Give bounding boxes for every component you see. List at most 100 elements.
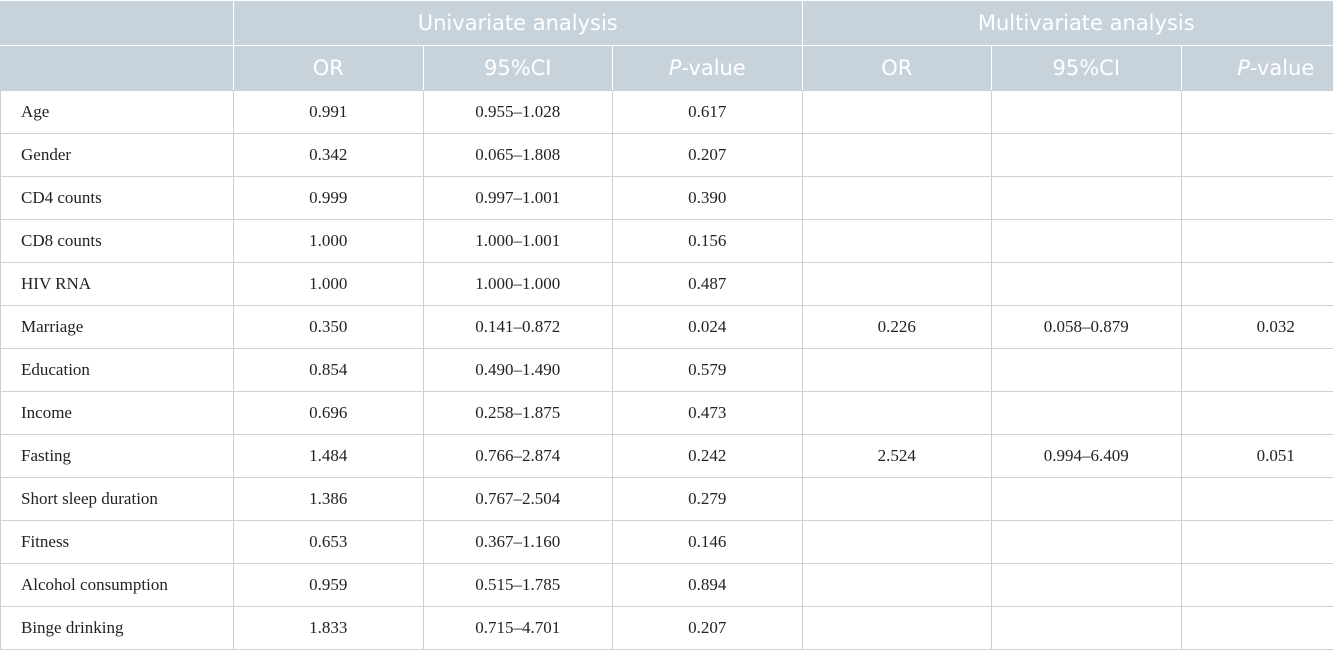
empty-cell (1181, 478, 1333, 521)
cell: 0.696 (234, 392, 424, 435)
empty-cell (992, 564, 1182, 607)
empty-cell (802, 564, 992, 607)
row-label: Age (1, 91, 234, 134)
cell: 0.991 (234, 91, 424, 134)
column-header: P-value (1181, 46, 1333, 91)
cell: 0.390 (613, 177, 803, 220)
column-header: P-value (613, 46, 803, 91)
cell: 0.058–0.879 (992, 306, 1182, 349)
row-label: Income (1, 392, 234, 435)
cell: 0.146 (613, 521, 803, 564)
row-label: Alcohol consumption (1, 564, 234, 607)
cell: 0.242 (613, 435, 803, 478)
cell: 1.000 (234, 220, 424, 263)
cell: 2.524 (802, 435, 992, 478)
empty-cell (992, 220, 1182, 263)
cell: 0.894 (613, 564, 803, 607)
cell: 0.515–1.785 (423, 564, 613, 607)
empty-cell (1181, 263, 1333, 306)
cell: 1.833 (234, 607, 424, 650)
empty-cell (802, 177, 992, 220)
empty-cell (802, 134, 992, 177)
cell: 1.000–1.000 (423, 263, 613, 306)
cell: 0.051 (1181, 435, 1333, 478)
cell: 0.258–1.875 (423, 392, 613, 435)
empty-cell (802, 220, 992, 263)
cell: 1.386 (234, 478, 424, 521)
cell: 0.579 (613, 349, 803, 392)
cell: 0.279 (613, 478, 803, 521)
empty-cell (802, 349, 992, 392)
cell: 0.617 (613, 91, 803, 134)
empty-cell (802, 91, 992, 134)
cell: 0.994–6.409 (992, 435, 1182, 478)
cell: 0.854 (234, 349, 424, 392)
cell: 0.032 (1181, 306, 1333, 349)
cell: 0.207 (613, 134, 803, 177)
empty-cell (992, 177, 1182, 220)
cell: 0.997–1.001 (423, 177, 613, 220)
empty-cell (802, 392, 992, 435)
column-header-italic: P (669, 56, 682, 80)
corner-cell (1, 1, 234, 46)
row-label: Gender (1, 134, 234, 177)
empty-cell (992, 607, 1182, 650)
group-header: Univariate analysis (234, 1, 803, 46)
cell: 1.484 (234, 435, 424, 478)
empty-cell (992, 392, 1182, 435)
cell: 0.767–2.504 (423, 478, 613, 521)
cell: 0.955–1.028 (423, 91, 613, 134)
row-label: Fasting (1, 435, 234, 478)
cell: 0.226 (802, 306, 992, 349)
corner-cell (1, 46, 234, 91)
group-header: Multivariate analysis (802, 1, 1333, 46)
empty-cell (1181, 220, 1333, 263)
row-label: Marriage (1, 306, 234, 349)
empty-cell (992, 263, 1182, 306)
empty-cell (1181, 607, 1333, 650)
cell: 0.156 (613, 220, 803, 263)
cell: 0.065–1.808 (423, 134, 613, 177)
cell: 0.653 (234, 521, 424, 564)
cell: 0.024 (613, 306, 803, 349)
empty-cell (992, 134, 1182, 177)
cell: 0.959 (234, 564, 424, 607)
empty-cell (992, 91, 1182, 134)
empty-cell (1181, 134, 1333, 177)
cell: 0.207 (613, 607, 803, 650)
empty-cell (1181, 521, 1333, 564)
column-header: 95%CI (992, 46, 1182, 91)
column-header-text: -value (1250, 56, 1314, 80)
empty-cell (802, 607, 992, 650)
cell: 0.367–1.160 (423, 521, 613, 564)
cell: 1.000–1.001 (423, 220, 613, 263)
column-header: 95%CI (423, 46, 613, 91)
column-header-italic: P (1237, 56, 1250, 80)
row-label: CD4 counts (1, 177, 234, 220)
empty-cell (1181, 91, 1333, 134)
empty-cell (802, 478, 992, 521)
cell: 0.487 (613, 263, 803, 306)
cell: 0.141–0.872 (423, 306, 613, 349)
cell: 1.000 (234, 263, 424, 306)
empty-cell (992, 349, 1182, 392)
cell: 0.490–1.490 (423, 349, 613, 392)
row-label: Short sleep duration (1, 478, 234, 521)
